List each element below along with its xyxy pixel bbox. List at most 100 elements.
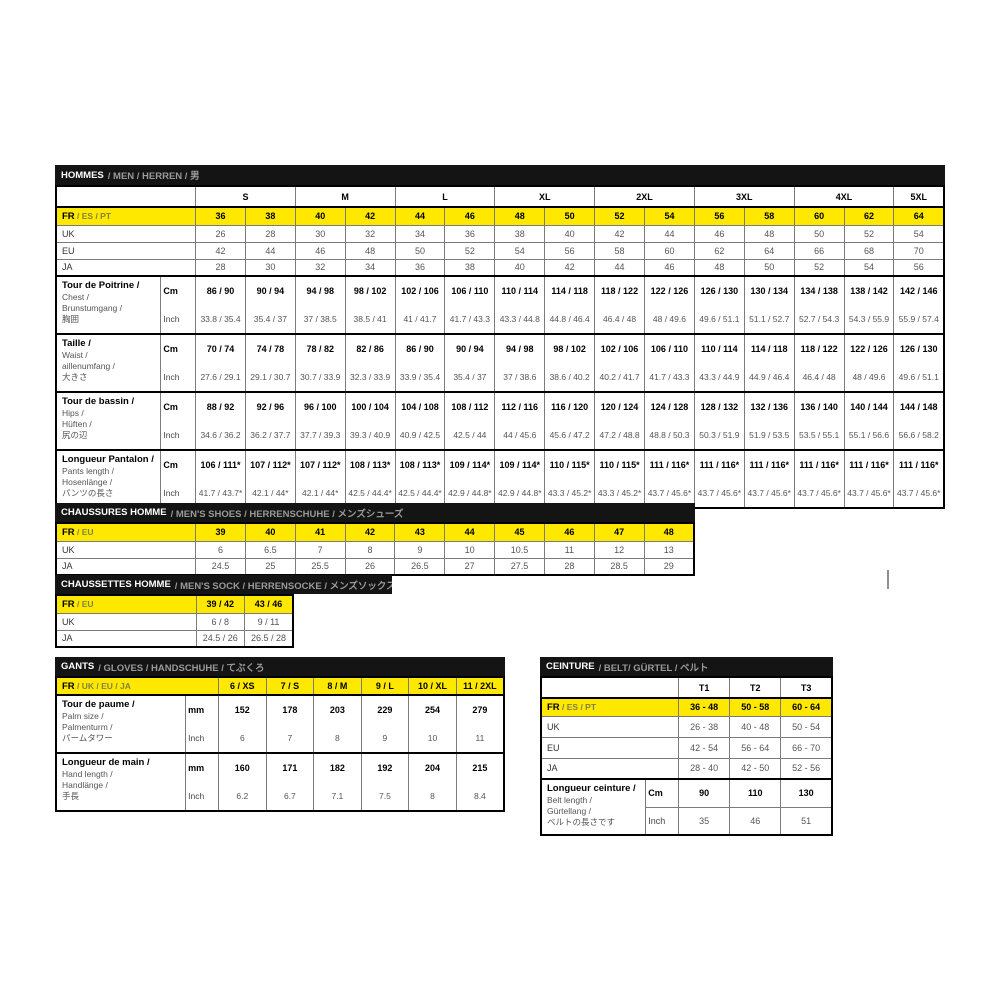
cm-value: 92 / 96 xyxy=(256,402,285,412)
value-cell: 52 xyxy=(843,224,895,243)
cm-value: 229 xyxy=(377,705,393,715)
cm-value: 106 / 110 xyxy=(451,286,489,296)
cm-value: 108 / 113* xyxy=(399,460,441,470)
fr-size-cell: 50 xyxy=(544,206,596,226)
inch-value: 47.2 / 48.8 xyxy=(599,430,640,440)
gloves-header-bar: GANTS / GLOVES / HANDSCHUHE / てぶくろ xyxy=(55,657,505,676)
cm-value: 107 / 112* xyxy=(250,460,291,470)
hommes-subtitle: / MEN / HERREN / 男 xyxy=(107,171,200,182)
cm-value: 78 / 82 xyxy=(306,344,334,354)
inch-value: 42.5 / 44.4* xyxy=(398,488,442,498)
measure-cell: 140 / 144 55.1 / 56.6 xyxy=(843,391,895,451)
value-cell: 7 xyxy=(294,540,346,559)
value-cell: 28 - 40 xyxy=(678,757,731,780)
fr-size-cell: 43 / 46 xyxy=(244,594,294,614)
measure-cell: 110 / 114 43.3 / 44.9 xyxy=(693,333,745,393)
cm-value: 109 / 114* xyxy=(449,460,491,470)
belt-col-header: T3 xyxy=(780,676,833,699)
measure-cell: 134 / 138 52.7 / 54.3 xyxy=(793,275,845,335)
measure-label-primary: Longueur ceinture / xyxy=(547,783,636,794)
cm-value: 98 / 102 xyxy=(353,286,387,296)
measure-cell: 74 / 78 29.1 / 30.7 xyxy=(244,333,296,393)
cm-value: 108 / 113* xyxy=(349,460,391,470)
unit-cell: Cm Inch xyxy=(160,275,197,335)
measurement-row: Taille / Waist / aillenumfang / 大きさ Cm Inch 70… xyxy=(55,333,945,393)
value-cell: 29 xyxy=(643,557,695,576)
inch-value: 33.8 / 35.4 xyxy=(200,314,241,324)
inch-value: 49.6 / 51.1 xyxy=(898,372,939,382)
value-cell: 40 xyxy=(544,224,596,243)
inch-value: 27.6 / 29.1 xyxy=(200,372,241,382)
inch-value: 7.5 xyxy=(378,791,391,801)
inch-value: 32.3 / 33.9 xyxy=(350,372,391,382)
value-cell: 44 xyxy=(594,258,645,277)
measure-cell: 106 / 110 41.7 / 43.3 xyxy=(444,275,496,335)
value-cell: 27.5 xyxy=(494,557,545,576)
value-cell: 6 xyxy=(195,540,246,559)
value-cell: 50 xyxy=(793,224,845,243)
value-cell: 50 xyxy=(743,258,795,277)
fr-size-cell: 62 xyxy=(843,206,895,226)
cm-value: 88 / 92 xyxy=(206,402,235,412)
measure-cell: 122 / 126 48 / 49.6 xyxy=(843,333,895,393)
value-cell: 9 xyxy=(394,540,446,559)
value-cell: 66 xyxy=(793,241,845,260)
value-cell: 28.5 xyxy=(593,557,645,576)
measure-cell: 120 / 124 47.2 / 48.8 xyxy=(594,391,645,451)
value-cell: 38 xyxy=(494,224,546,243)
inch-value: 35.4 / 37 xyxy=(453,372,487,382)
inch-value: 43.3 / 44.8 xyxy=(499,314,540,324)
measure-label-line: 手長 xyxy=(62,791,80,801)
value-cell: 28 xyxy=(195,258,246,277)
cm-value: 90 / 94 xyxy=(256,286,285,296)
inch-value: 42.9 / 44.8* xyxy=(448,488,492,498)
fr-size-cell: 41 xyxy=(294,522,346,542)
measure-cell: 96 / 100 37.7 / 39.3 xyxy=(294,391,346,451)
glove-size-cell: 9 / L xyxy=(360,676,410,696)
value-cell: 62 xyxy=(693,241,745,260)
measure-cell: 114 / 118 44.8 / 46.4 xyxy=(544,275,596,335)
gloves-title: GANTS xyxy=(61,661,95,672)
standard-size-row: JA 24.5 25 25.5 26 26.5 27 27.5 28 28.5 29 xyxy=(55,557,695,576)
measure-cell: 112 / 116 44 / 45.6 xyxy=(494,391,546,451)
standard-size-row: JA 24.5 / 26 26.5 / 28 xyxy=(55,629,294,648)
fr-size-cell: 38 xyxy=(244,206,296,226)
cm-value: 215 xyxy=(472,763,488,773)
corner-cell xyxy=(540,676,680,699)
unit-bottom-label: Inch xyxy=(163,372,180,382)
glove-size-cell: 6 / XS xyxy=(218,676,267,696)
cm-value: 90 / 94 xyxy=(456,344,484,354)
unit-cell: Cm Inch xyxy=(160,391,197,451)
uk-row-label: UK xyxy=(540,715,680,738)
belt-section: CEINTURE / BELT/ GÜRTEL / ベルト T1 T2 T3 FR /… xyxy=(540,657,833,836)
inch-value: 56.6 / 58.2 xyxy=(898,430,939,440)
value-cell: 70 xyxy=(893,241,945,260)
measure-label-cell: Tour de bassin / Hips / Hüften / 尻の辺 xyxy=(55,391,162,451)
measure-cell: 254 10 xyxy=(408,694,457,754)
unit-top-label: mm xyxy=(188,705,205,715)
cm-value: 160 xyxy=(234,763,250,773)
measurement-row: Longueur Pantalon / Pants length / Hosenlä… xyxy=(55,449,945,509)
fr-label-cell: FR / ES / PT xyxy=(55,206,197,226)
unit-bottom-label: Inch xyxy=(163,314,180,324)
cm-value: 109 / 114* xyxy=(499,460,541,470)
unit-top-label: mm xyxy=(188,763,205,773)
measure-cell: 130 / 134 51.1 / 52.7 xyxy=(743,275,795,335)
cm-value: 136 / 140 xyxy=(800,402,838,412)
cm-value: 110 / 115* xyxy=(549,460,590,470)
inch-value: 44.9 / 46.4 xyxy=(749,372,790,382)
gloves-section: GANTS / GLOVES / HANDSCHUHE / てぶくろ FR / … xyxy=(55,657,505,812)
value-cell: 48 xyxy=(743,224,795,243)
mens-shoes-section: CHAUSSURES HOMME / MEN'S SHOES / HERRENS… xyxy=(55,503,695,576)
measurement-row: Tour de paume / Palm size / Palmenturm / パー… xyxy=(55,694,505,754)
fr-size-cell: 60 xyxy=(793,206,845,226)
fr-label: FR xyxy=(62,210,75,222)
cm-value: 111 / 116* xyxy=(898,460,939,470)
measure-cell: 116 / 120 45.6 / 47.2 xyxy=(544,391,596,451)
fr-label-cell: FR / ES / PT xyxy=(540,697,680,717)
belt-cm-cell: 110 xyxy=(729,778,782,808)
fr-size-cell: 40 xyxy=(294,206,346,226)
inch-value: 8 xyxy=(430,791,435,801)
socks-subtitle: / MEN'S SOCK / HERRENSOCKE / メンズソックス xyxy=(174,580,392,592)
